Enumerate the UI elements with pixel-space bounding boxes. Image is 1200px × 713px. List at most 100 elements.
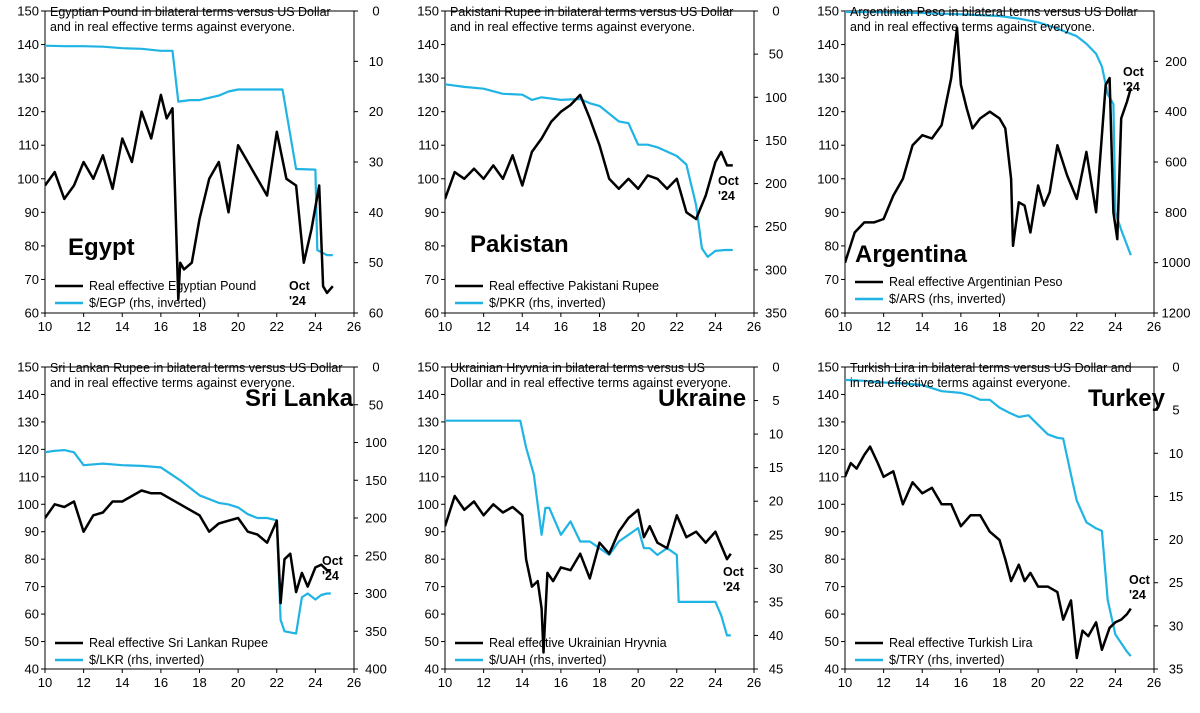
- y-left-tick-label: 140: [17, 387, 39, 402]
- x-tick-label: 16: [554, 319, 568, 334]
- y-left-tick-label: 130: [817, 71, 839, 86]
- chart-title: Ukrainian Hryvnia in bilateral terms ver…: [450, 361, 705, 375]
- y-left-tick-label: 110: [418, 469, 439, 484]
- x-tick-label: 18: [992, 319, 1006, 334]
- end-date-label: Oct: [723, 565, 745, 579]
- y-left-tick-label: 80: [825, 552, 839, 567]
- x-tick-label: 16: [154, 675, 168, 690]
- end-date-label: Oct: [1123, 65, 1145, 79]
- y-left-tick-label: 100: [17, 171, 39, 186]
- end-date-label: '24: [1123, 80, 1140, 94]
- y-left-tick-label: 100: [817, 497, 839, 512]
- y-right-tick-label: 350: [765, 306, 787, 321]
- y-right-tick-label: 35: [1169, 662, 1183, 677]
- x-tick-label: 10: [438, 319, 452, 334]
- legend-label: $/ARS (rhs, inverted): [889, 292, 1006, 306]
- country-label: Argentina: [855, 241, 968, 268]
- series-line-exchange-rate: [445, 419, 731, 637]
- y-left-tick-label: 150: [417, 4, 439, 19]
- x-tick-label: 18: [192, 319, 206, 334]
- y-left-tick-label: 120: [417, 104, 439, 119]
- x-tick-label: 24: [308, 675, 322, 690]
- y-left-tick-label: 90: [425, 524, 439, 539]
- series-line-exchange-rate: [45, 448, 331, 635]
- y-left-tick-label: 130: [417, 71, 439, 86]
- y-right-tick-label: 150: [365, 473, 387, 488]
- x-tick-label: 18: [592, 675, 606, 690]
- y-left-tick-label: 40: [825, 662, 839, 677]
- y-right-tick-label: 10: [769, 427, 783, 442]
- end-date-label: '24: [322, 569, 339, 583]
- y-right-tick-label: 0: [772, 4, 779, 19]
- legend-label: $/LKR (rhs, inverted): [89, 653, 204, 667]
- y-left-tick-label: 80: [25, 238, 39, 253]
- x-tick-label: 24: [1108, 319, 1122, 334]
- y-left-tick-label: 70: [425, 579, 439, 594]
- x-tick-label: 12: [76, 675, 90, 690]
- y-right-tick-label: 100: [365, 435, 387, 450]
- legend-label: Real effective Turkish Lira: [889, 636, 1033, 650]
- x-tick-label: 22: [1070, 675, 1084, 690]
- y-right-tick-label: 30: [369, 155, 383, 170]
- y-left-tick-label: 150: [17, 360, 39, 375]
- chart-title: in real effective terms against everyone…: [850, 376, 1071, 390]
- y-right-tick-label: 40: [769, 628, 783, 643]
- x-tick-label: 10: [838, 675, 852, 690]
- x-tick-label: 24: [708, 319, 722, 334]
- y-left-tick-label: 50: [825, 634, 839, 649]
- y-left-tick-label: 150: [817, 4, 839, 19]
- y-left-tick-label: 110: [418, 138, 439, 153]
- y-left-tick-label: 140: [817, 387, 839, 402]
- y-right-tick-label: 20: [1169, 532, 1183, 547]
- x-tick-label: 18: [192, 675, 206, 690]
- chart-title: and in real effective terms against ever…: [850, 20, 1095, 34]
- y-left-tick-label: 80: [825, 238, 839, 253]
- x-tick-label: 14: [115, 675, 129, 690]
- y-left-tick-label: 100: [417, 497, 439, 512]
- x-tick-label: 20: [631, 675, 645, 690]
- y-left-tick-label: 120: [17, 104, 39, 119]
- chart-title: and in real effective terms against ever…: [50, 376, 295, 390]
- x-tick-label: 24: [1108, 675, 1122, 690]
- y-left-tick-label: 100: [417, 171, 439, 186]
- x-tick-label: 12: [476, 675, 490, 690]
- country-label: Egypt: [68, 234, 135, 261]
- y-right-tick-label: 400: [1165, 104, 1187, 119]
- x-tick-label: 26: [747, 319, 761, 334]
- y-right-tick-label: 200: [365, 511, 387, 526]
- chart-sri-lanka: 10 12 14 16 18 20 22 24 26 150 140 130 120 110 100 90 80…: [17, 360, 387, 691]
- y-right-tick-label: 10: [1169, 446, 1183, 461]
- y-left-tick-label: 60: [25, 306, 39, 321]
- x-tick-label: 26: [747, 675, 761, 690]
- y-left-tick-label: 90: [25, 524, 39, 539]
- x-tick-label: 26: [1147, 675, 1161, 690]
- end-date-label: '24: [718, 189, 735, 203]
- y-right-tick-label: 5: [772, 393, 779, 408]
- x-tick-label: 12: [76, 319, 90, 334]
- y-left-tick-label: 100: [17, 497, 39, 512]
- x-tick-label: 16: [554, 675, 568, 690]
- chart-egypt: 10 12 14 16 18 20 22 24 261501401301201101009080…: [17, 4, 383, 335]
- y-left-tick-label: 130: [17, 414, 39, 429]
- x-tick-label: 20: [1031, 675, 1045, 690]
- y-right-tick-label: 40: [369, 205, 383, 220]
- x-tick-label: 20: [231, 675, 245, 690]
- y-left-tick-label: 120: [817, 104, 839, 119]
- x-tick-label: 14: [915, 675, 929, 690]
- y-left-tick-label: 70: [425, 272, 439, 287]
- end-date-label: Oct: [322, 554, 344, 568]
- y-left-tick-label: 140: [417, 37, 439, 52]
- x-tick-label: 14: [515, 675, 529, 690]
- y-left-tick-label: 100: [817, 171, 839, 186]
- chart-title: Sri Lankan Rupee in bilateral terms vers…: [50, 361, 343, 375]
- legend-label: Real effective Argentinian Peso: [889, 275, 1063, 289]
- legend-label: Real effective Egyptian Pound: [89, 279, 256, 293]
- x-tick-label: 12: [876, 319, 890, 334]
- y-left-tick-label: 90: [825, 205, 839, 220]
- y-left-tick-label: 110: [818, 469, 839, 484]
- chart-title: Egyptian Pound in bilateral terms versus…: [50, 5, 331, 19]
- x-tick-label: 18: [592, 319, 606, 334]
- plot-frame: [844, 366, 1155, 670]
- y-right-tick-label: 25: [769, 527, 783, 542]
